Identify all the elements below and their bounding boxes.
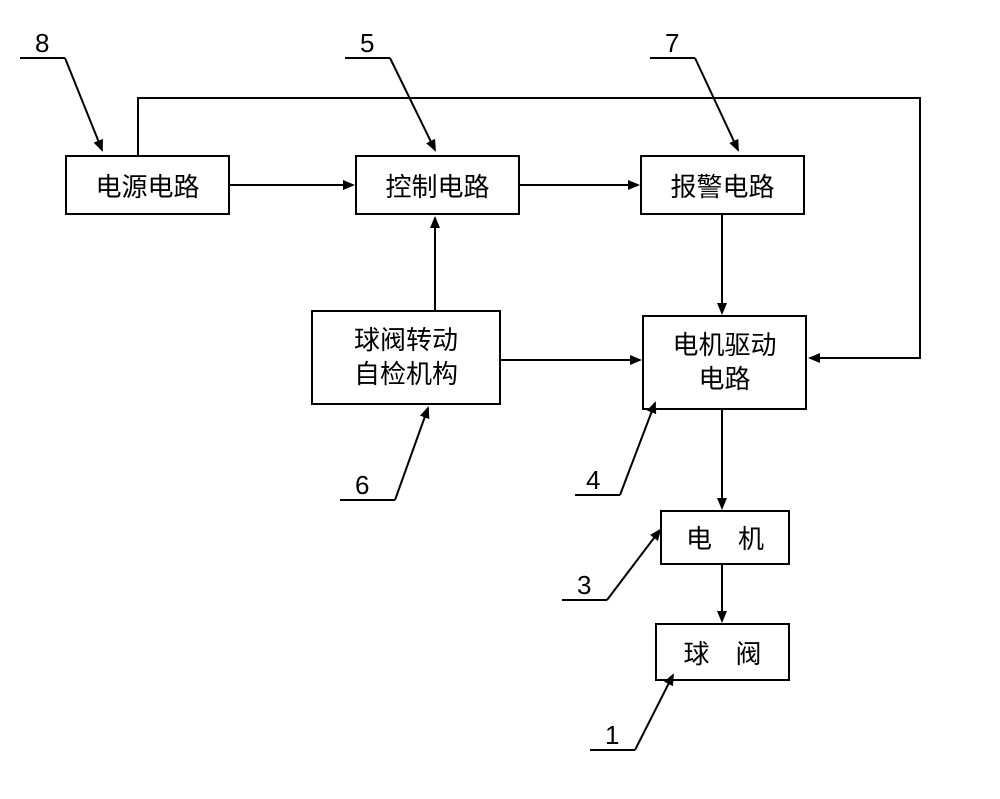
selfcheck-box: 球阀转动 自检机构 xyxy=(311,310,501,405)
motor-box: 电 机 xyxy=(660,510,790,565)
callout-4: 4 xyxy=(586,465,600,496)
selfcheck-label-line2: 自检机构 xyxy=(354,358,458,392)
selfcheck-label-line1: 球阀转动 xyxy=(354,324,458,358)
control-label: 控制电路 xyxy=(385,167,489,204)
callout-8: 8 xyxy=(35,28,49,59)
callout-7: 7 xyxy=(665,28,679,59)
valve-box: 球 阀 xyxy=(655,623,790,681)
driver-box: 电机驱动 电路 xyxy=(642,315,807,410)
power-label: 电源电路 xyxy=(95,167,199,204)
driver-label-line2: 电路 xyxy=(672,363,776,397)
callout-6-arrow xyxy=(395,408,428,500)
driver-label-line1: 电机驱动 xyxy=(672,329,776,363)
alarm-label: 报警电路 xyxy=(670,167,774,204)
callout-8-arrow xyxy=(65,58,102,150)
callout-5-arrow xyxy=(390,58,435,150)
callout-1: 1 xyxy=(605,720,619,751)
power-box: 电源电路 xyxy=(65,155,230,215)
callout-4-arrow xyxy=(620,403,655,495)
alarm-box: 报警电路 xyxy=(640,155,805,215)
control-box: 控制电路 xyxy=(355,155,520,215)
callout-5: 5 xyxy=(360,28,374,59)
callout-7-arrow xyxy=(695,58,738,150)
callout-3: 3 xyxy=(577,570,591,601)
callout-3-arrow xyxy=(607,530,660,600)
callout-1-arrow xyxy=(635,675,673,750)
callout-6: 6 xyxy=(355,470,369,501)
motor-label: 电 机 xyxy=(686,519,764,556)
valve-label: 球 阀 xyxy=(683,634,761,671)
